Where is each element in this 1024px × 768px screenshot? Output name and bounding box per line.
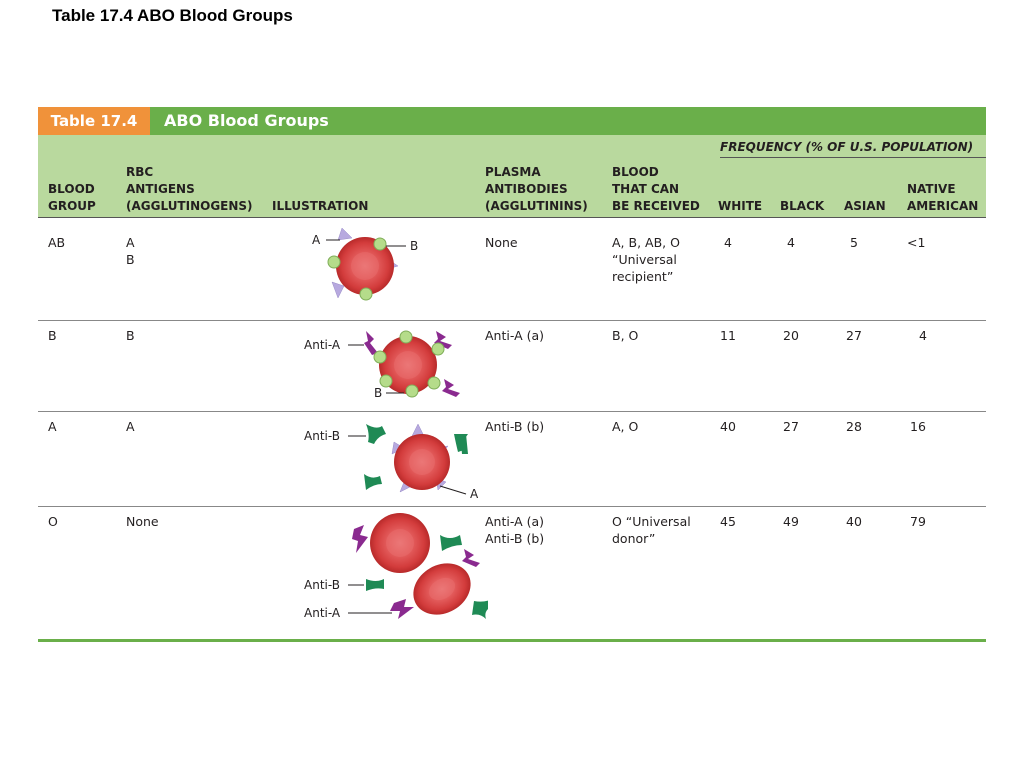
blood-group-cell: AB	[48, 235, 66, 250]
header-native-american: NATIVE AMERICAN	[907, 182, 979, 213]
table-row: A A Anti-B A Anti-B (b) A, O 40 27 28 16	[38, 412, 986, 507]
black-cell: 27	[783, 419, 799, 434]
white-cell: 11	[720, 328, 736, 343]
header-illustration: ILLUSTRATION	[272, 199, 369, 213]
slide-title: Table 17.4 ABO Blood Groups	[52, 6, 293, 25]
label-anti-b: Anti-B	[304, 578, 340, 592]
abo-table: Table 17.4 ABO Blood Groups FREQUENCY (%…	[38, 107, 986, 633]
white-cell: 4	[724, 235, 732, 250]
table-header: FREQUENCY (% OF U.S. POPULATION) BLOOD G…	[38, 135, 986, 218]
label-anti-b: Anti-B	[304, 429, 340, 443]
illustration-a-cell: Anti-B A	[304, 423, 479, 501]
black-cell: 49	[783, 514, 799, 529]
antibodies-cell: None	[485, 235, 518, 250]
table-bottom-rule	[38, 639, 986, 642]
illustration-o-cell: Anti-B Anti-A	[304, 513, 488, 620]
asian-cell: 5	[850, 235, 858, 250]
native-american-cell: 4	[919, 328, 927, 343]
antigens-cell: None	[126, 514, 159, 529]
table-title: ABO Blood Groups	[164, 111, 329, 130]
label-anti-a: Anti-A	[304, 606, 341, 620]
received-cell: A, B, AB, O “Universal recipient”	[612, 235, 680, 284]
antibodies-cell: Anti-A (a)	[485, 328, 545, 343]
received-cell: B, O	[612, 328, 639, 343]
frequency-heading: FREQUENCY (% OF U.S. POPULATION)	[720, 137, 986, 158]
table-row: O None Anti-B Anti-A Anti-A (a) Anti-B (…	[38, 507, 986, 633]
antigens-cell: A	[126, 419, 135, 434]
blood-group-cell: B	[48, 328, 57, 343]
header-plasma-antibodies: PLASMA ANTIBODIES (AGGLUTININS)	[485, 165, 588, 213]
antibodies-cell: Anti-B (b)	[485, 419, 545, 434]
asian-cell: 40	[846, 514, 862, 529]
antibodies-cell: Anti-A (a) Anti-B (b)	[485, 514, 545, 546]
antigens-cell: A B	[126, 235, 135, 267]
header-blood-received: BLOOD THAT CAN BE RECEIVED	[612, 165, 700, 213]
native-american-cell: <1	[907, 235, 926, 250]
asian-cell: 27	[846, 328, 862, 343]
header-black: BLACK	[780, 199, 825, 213]
white-cell: 45	[720, 514, 736, 529]
header-white: WHITE	[718, 199, 763, 213]
table-tag: Table 17.4	[38, 107, 150, 135]
label-a: A	[312, 233, 321, 247]
native-american-cell: 16	[910, 419, 926, 434]
label-anti-a: Anti-A	[304, 338, 341, 352]
native-american-cell: 79	[910, 514, 926, 529]
header-asian: ASIAN	[844, 199, 886, 213]
illustration-b-cell: Anti-A B	[304, 330, 460, 400]
blood-group-cell: O	[48, 514, 58, 529]
black-cell: 20	[783, 328, 799, 343]
label-b: B	[374, 386, 382, 400]
black-cell: 4	[787, 235, 795, 250]
received-cell: A, O	[612, 419, 639, 434]
table-row: AB A B A B None A, B	[38, 218, 986, 321]
asian-cell: 28	[846, 419, 862, 434]
header-rbc-antigens: RBC ANTIGENS (AGGLUTINOGENS)	[126, 165, 253, 213]
header-blood-group: BLOOD GROUP	[48, 182, 96, 213]
label-a: A	[470, 487, 479, 501]
antigens-cell: B	[126, 328, 135, 343]
white-cell: 40	[720, 419, 736, 434]
table-title-bar: Table 17.4 ABO Blood Groups	[38, 107, 986, 135]
blood-group-cell: A	[48, 419, 57, 434]
illustration-ab-cell: A B	[312, 227, 418, 301]
table-row: B B Anti-A B Anti-A (a) B, O 11 20 27 4	[38, 321, 986, 412]
label-b: B	[410, 239, 418, 253]
received-cell: O “Universal donor”	[612, 514, 691, 546]
